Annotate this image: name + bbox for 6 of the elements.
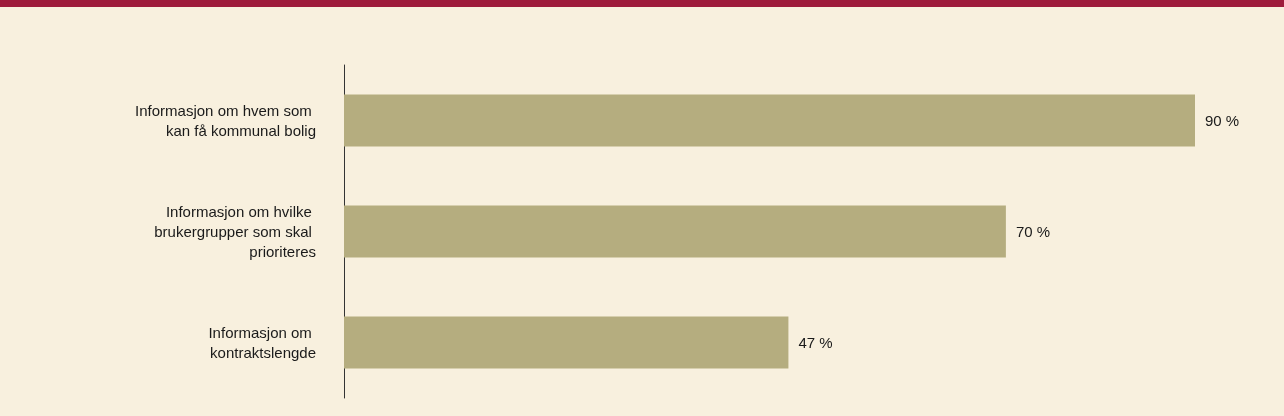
y-tick-label: Informasjon om kontraktslengde <box>208 324 316 361</box>
y-tick-label: Informasjon om hvilke brukergrupper som skal prioriteres <box>154 203 316 260</box>
y-tick-label: Informasjon om hvem som kan få kommunal bolig <box>135 102 316 139</box>
data-label: 90 % <box>1205 112 1240 129</box>
data-label: 70 % <box>1015 223 1051 240</box>
data-label: 47 % <box>798 334 833 351</box>
